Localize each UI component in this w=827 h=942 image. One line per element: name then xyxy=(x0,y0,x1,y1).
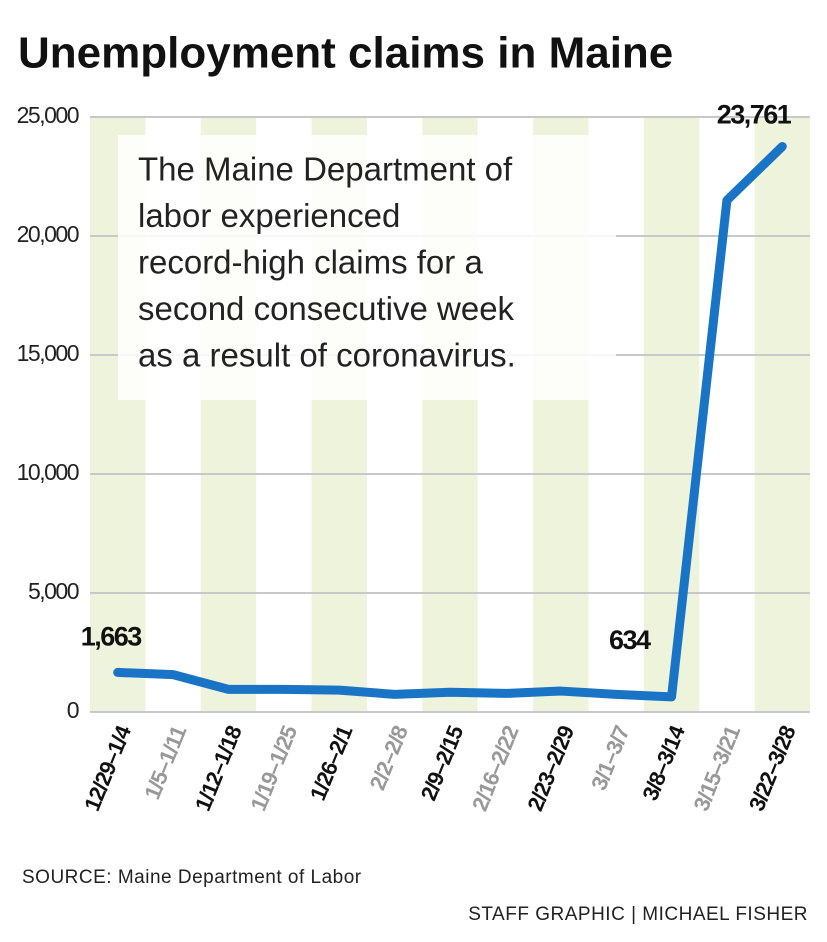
x-tick-label: 1/12–1/18 xyxy=(190,722,247,814)
x-tick-label: 3/1–3/7 xyxy=(586,722,634,794)
credit: STAFF GRAPHIC | MICHAEL FISHER xyxy=(468,904,808,925)
data-line xyxy=(113,141,787,702)
value-label: 634 xyxy=(609,625,651,655)
annotation-line: record-high claims for a xyxy=(138,244,483,281)
x-tick-label: 2/23–2/29 xyxy=(522,722,579,814)
annotation-line: The Maine Department of xyxy=(138,151,513,188)
x-tick-label: 2/2–2/8 xyxy=(365,722,413,794)
x-tick-label: 1/26–2/1 xyxy=(305,722,358,804)
y-tick-label: 10,000 xyxy=(17,459,79,485)
band-stripe xyxy=(754,117,810,712)
x-tick-label: 1/5–1/11 xyxy=(139,722,191,803)
x-tick-label: 3/8–3/14 xyxy=(637,721,690,804)
band-stripe xyxy=(643,117,700,712)
x-tick-label: 2/9–2/15 xyxy=(416,722,469,804)
x-tick-label: 12/29–1/4 xyxy=(79,721,136,814)
x-tick-label: 2/16–2/22 xyxy=(467,722,524,814)
value-label: 23,761 xyxy=(717,100,792,130)
annotation-line: as a result of coronavirus. xyxy=(138,337,516,374)
annotation-line: labor experienced xyxy=(138,197,400,234)
annotation-line: second consecutive week xyxy=(138,290,515,327)
y-tick-label: 25,000 xyxy=(17,102,79,128)
y-tick-label: 0 xyxy=(67,697,79,723)
value-label: 1,663 xyxy=(81,622,143,652)
chart-title: Unemployment claims in Maine xyxy=(18,29,673,78)
annotation-box xyxy=(118,135,616,400)
x-tick-label: 3/15–3/21 xyxy=(688,722,745,814)
x-tick-label: 1/19–1/25 xyxy=(245,722,302,814)
x-tick-label: 3/22–3/28 xyxy=(744,722,801,814)
y-tick-label: 5,000 xyxy=(28,578,79,604)
source: SOURCE: Maine Department of Labor xyxy=(22,867,362,888)
y-tick-label: 15,000 xyxy=(17,340,79,366)
y-tick-label: 20,000 xyxy=(17,221,79,247)
